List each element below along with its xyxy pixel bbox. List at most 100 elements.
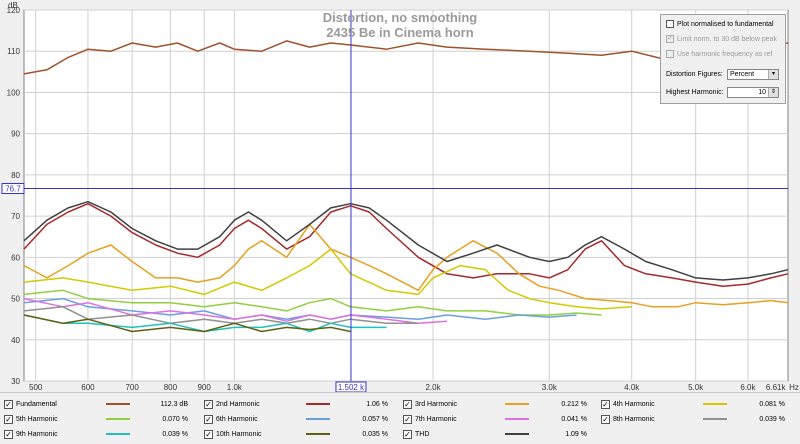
legend-value: 1.06 % <box>366 400 388 408</box>
cursor-x-label: 1.502 k <box>338 383 365 392</box>
plot-normalised-checkbox[interactable] <box>666 20 674 28</box>
legend-checkbox[interactable]: ✓ <box>403 429 412 439</box>
y-tick-label: 50 <box>11 295 20 304</box>
x-tick-label: 700 <box>125 383 139 392</box>
x-axis-unit: Hz <box>789 383 799 392</box>
use-harmonic-row: Use harmonic frequency as ref <box>666 50 772 58</box>
legend-checkbox[interactable]: ✓ <box>403 414 412 424</box>
distortion-figures-select[interactable]: Percent ▾ <box>727 69 779 80</box>
x-tick-label: 900 <box>197 383 211 392</box>
x-tick-label: 1.0k <box>227 383 243 392</box>
limit-norm-checkbox: ✓ <box>666 35 674 43</box>
legend-name: 7th Harmonic <box>415 415 457 423</box>
legend-value: 112.3 dB <box>160 400 188 408</box>
legend-name: 2nd Harmonic <box>216 400 260 408</box>
legend-checkbox[interactable]: ✓ <box>204 399 213 409</box>
legend-swatch <box>306 433 330 435</box>
plot-normalised-row[interactable]: Plot normalised to fundamental <box>666 20 774 28</box>
stepper-arrows-icon[interactable]: ⇕ <box>768 88 778 97</box>
limit-norm-row: ✓ Limit norm. to 30 dB below peak <box>666 35 777 43</box>
series-line <box>23 223 789 308</box>
series-line <box>23 289 602 316</box>
legend-item[interactable]: ✓ 2nd Harmonic 1.06 % <box>204 398 388 410</box>
legend-item[interactable]: ✓ 10th Harmonic 0.035 % <box>204 428 388 440</box>
legend-item[interactable]: ✓ 4th Harmonic 0.081 % <box>601 398 785 410</box>
y-axis-unit: dB <box>8 1 18 10</box>
legend-checkbox[interactable]: ✓ <box>204 429 213 439</box>
x-tick-label: 4.0k <box>624 383 640 392</box>
legend-name: 8th Harmonic <box>613 415 655 423</box>
legend-swatch <box>106 418 130 420</box>
legend-name: 6th Harmonic <box>216 415 258 423</box>
x-tick-label: 5.0k <box>688 383 704 392</box>
legend-swatch <box>505 403 529 405</box>
legend-swatch <box>703 403 727 405</box>
legend-value: 0.035 % <box>362 430 388 438</box>
legend-name: 10th Harmonic <box>216 430 262 438</box>
x-tick-label: 500 <box>29 383 43 392</box>
settings-panel: Plot normalised to fundamental ✓ Limit n… <box>660 14 786 104</box>
distortion-figures-label: Distortion Figures: <box>666 71 723 78</box>
plot-normalised-label: Plot normalised to fundamental <box>677 20 774 28</box>
limit-norm-label: Limit norm. to 30 dB below peak <box>677 35 777 43</box>
legend-value: 0.057 % <box>362 415 388 423</box>
y-tick-label: 70 <box>11 212 20 221</box>
legend-checkbox[interactable]: ✓ <box>4 429 13 439</box>
legend-name: Fundamental <box>16 400 57 408</box>
series-line <box>23 306 419 325</box>
highest-harmonic-row: Highest Harmonic: <box>666 89 724 96</box>
legend-item[interactable]: ✓ 7th Harmonic 0.041 % <box>403 413 587 425</box>
legend-swatch <box>703 418 727 420</box>
legend-swatch <box>106 403 130 405</box>
chevron-down-icon[interactable]: ▾ <box>768 70 778 79</box>
legend-value: 0.070 % <box>162 415 188 423</box>
legend-name: 4th Harmonic <box>613 400 655 408</box>
x-tick-label: 800 <box>164 383 178 392</box>
use-harmonic-label: Use harmonic frequency as ref <box>677 50 773 58</box>
legend-value: 0.041 % <box>561 415 587 423</box>
y-tick-label: 30 <box>11 377 20 386</box>
legend-item[interactable]: ✓ 3rd Harmonic 0.212 % <box>403 398 587 410</box>
legend-checkbox[interactable]: ✓ <box>601 414 610 424</box>
series-line <box>23 200 789 281</box>
cursor-x-box <box>335 381 367 392</box>
legend-checkbox[interactable]: ✓ <box>403 399 412 409</box>
y-tick-label: 110 <box>7 47 20 56</box>
legend-checkbox[interactable]: ✓ <box>204 414 213 424</box>
legend-name: 9th Harmonic <box>16 430 58 438</box>
series-line <box>23 314 387 333</box>
legend-name: 3rd Harmonic <box>415 400 458 408</box>
legend-item[interactable]: ✓ 6th Harmonic 0.057 % <box>204 413 388 425</box>
distortion-figures-value: Percent <box>730 71 755 78</box>
y-tick-label: 90 <box>11 130 20 139</box>
x-tick-label: 6.61k <box>766 383 787 392</box>
legend-checkbox[interactable]: ✓ <box>4 399 13 409</box>
legend-value: 1.09 % <box>565 430 587 438</box>
cursor-y-label: 76.7 <box>5 184 21 193</box>
legend-swatch <box>306 418 330 420</box>
legend-name: 5th Harmonic <box>16 415 58 423</box>
highest-harmonic-stepper[interactable]: 10 ⇕ <box>727 87 779 98</box>
legend-swatch <box>505 433 529 435</box>
highest-harmonic-label: Highest Harmonic: <box>666 89 724 96</box>
cursor-y-box <box>1 182 25 194</box>
y-tick-label: 40 <box>11 336 20 345</box>
use-harmonic-checkbox <box>666 50 674 58</box>
y-tick-label: 80 <box>11 171 20 180</box>
x-tick-label: 3.0k <box>542 383 558 392</box>
chart-subtitle: 2435 Be in Cinema horn <box>326 25 473 40</box>
legend-item[interactable]: ✓ 9th Harmonic 0.039 % <box>4 428 188 440</box>
legend-checkbox[interactable]: ✓ <box>601 399 610 409</box>
y-tick-label: 60 <box>11 253 20 262</box>
y-tick-label: 120 <box>7 6 21 15</box>
legend-item[interactable]: ✓ Fundamental 112.3 dB <box>4 398 188 410</box>
legend-checkbox[interactable]: ✓ <box>4 414 13 424</box>
series-legend: ✓ Fundamental 112.3 dB ✓ 2nd Harmonic 1.06 % ✓… <box>0 392 800 444</box>
y-tick-label: 100 <box>7 88 21 97</box>
highest-harmonic-value: 10 <box>758 89 766 96</box>
legend-item[interactable]: ✓ 5th Harmonic 0.070 % <box>4 413 188 425</box>
legend-item[interactable]: ✓ THD 1.09 % <box>403 428 587 440</box>
legend-swatch <box>106 433 130 435</box>
series-line <box>23 202 789 287</box>
legend-item[interactable]: ✓ 8th Harmonic 0.039 % <box>601 413 785 425</box>
